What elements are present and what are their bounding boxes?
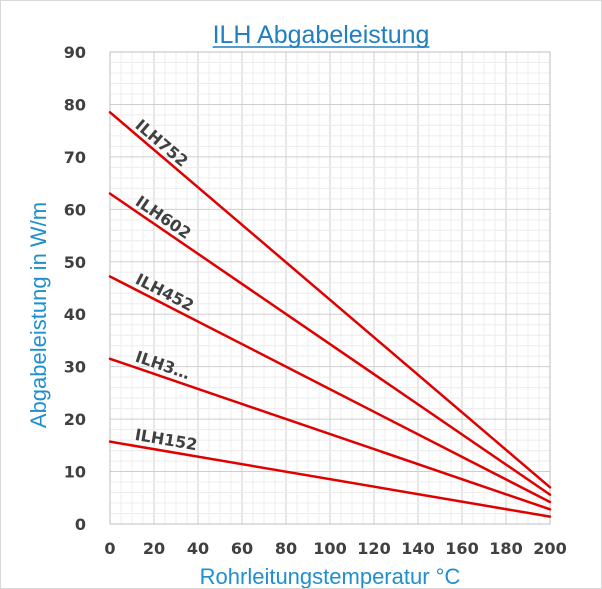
series-line-ilh602 <box>108 192 552 496</box>
x-tick-label: 0 <box>104 539 115 558</box>
y-tick-label: 70 <box>64 148 86 167</box>
y-tick-label: 20 <box>64 410 86 429</box>
x-tick-label: 120 <box>357 539 390 558</box>
x-tick-label: 60 <box>231 539 253 558</box>
x-tick-label: 20 <box>143 539 165 558</box>
x-axis-ticks: 0 20 40 60 80 100 120 140 160 180 200 <box>104 539 566 558</box>
series-line-ilh152 <box>108 440 552 518</box>
x-axis-title: Rohrleitungstemperatur °C <box>200 564 461 588</box>
series-line-ilh752 <box>108 111 552 489</box>
y-tick-label: 30 <box>64 358 86 377</box>
y-tick-label: 10 <box>64 463 86 482</box>
grid <box>109 51 551 525</box>
plot-area <box>109 51 551 525</box>
y-axis-title: Abgabeleistung in W/m <box>26 202 51 428</box>
y-tick-label: 80 <box>64 95 86 114</box>
x-tick-label: 80 <box>275 539 297 558</box>
chart-title: ILH Abgabeleistung <box>213 21 430 49</box>
y-tick-label: 60 <box>64 200 86 219</box>
plot-border <box>109 51 551 525</box>
x-tick-label: 180 <box>489 539 522 558</box>
series-label-ilh752: ILH752 <box>132 116 192 171</box>
x-tick-label: 140 <box>401 539 434 558</box>
x-tick-label: 40 <box>187 539 209 558</box>
series-label-ilh602: ILH602 <box>132 192 195 243</box>
y-tick-label: 50 <box>64 253 86 272</box>
y-tick-label: 90 <box>64 43 86 62</box>
x-tick-label: 160 <box>445 539 478 558</box>
y-axis-ticks: 0 10 20 30 40 50 60 70 80 90 <box>64 43 86 534</box>
series-group <box>108 111 552 518</box>
series-line-ilh3 <box>108 357 552 511</box>
series-line-ilh452 <box>108 275 552 504</box>
y-tick-label: 40 <box>64 305 86 324</box>
x-tick-label: 200 <box>533 539 566 558</box>
x-tick-label: 100 <box>313 539 346 558</box>
y-tick-label: 0 <box>75 515 86 534</box>
